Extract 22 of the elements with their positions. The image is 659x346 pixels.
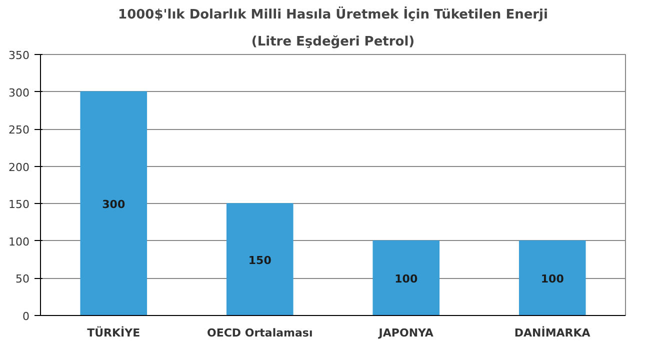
y-tick-label: 0 [22, 310, 30, 323]
y-tick-label: 250 [8, 124, 30, 137]
x-tick-label: TÜRKİYE [87, 326, 140, 340]
chart-title: 1000$'lık Dolarlık Milli Hasıla Üretmek İçin Tüketilen Enerji [118, 6, 548, 22]
data-label: 150 [248, 254, 272, 268]
bar [518, 240, 586, 316]
bar [226, 203, 294, 316]
data-label: 100 [394, 272, 418, 286]
x-tick-label: JAPONYA [378, 326, 434, 340]
y-tick-label: 300 [8, 86, 30, 100]
y-tick-label: 100 [8, 235, 30, 248]
bar [372, 240, 440, 316]
bar [80, 91, 148, 316]
x-tick-label: OECD Ortalaması [207, 326, 313, 340]
data-label: 100 [540, 272, 564, 286]
x-tick-label: DANİMARKA [514, 326, 591, 340]
y-tick-label: 50 [16, 272, 30, 286]
y-tick-label: 150 [8, 198, 30, 212]
y-tick-label: 200 [8, 160, 30, 174]
y-tick-label: 350 [8, 49, 30, 62]
data-label: 300 [102, 198, 126, 212]
chart-subtitle: (Litre Eşdeğeri Petrol) [251, 34, 415, 50]
